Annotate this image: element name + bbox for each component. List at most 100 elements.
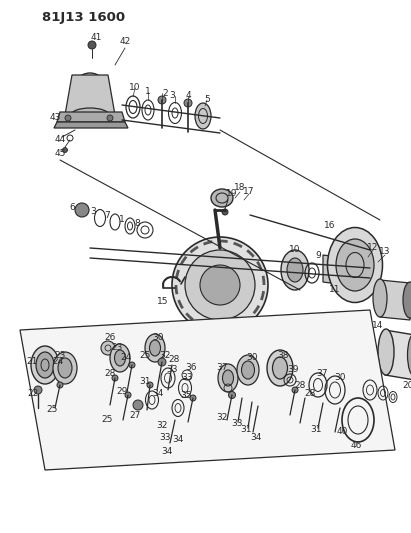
Text: 81J13 1600: 81J13 1600 — [42, 12, 125, 25]
Circle shape — [147, 382, 153, 388]
Text: 43: 43 — [49, 114, 61, 123]
Text: 33: 33 — [159, 433, 171, 442]
Ellipse shape — [407, 333, 411, 377]
Circle shape — [190, 395, 196, 401]
Text: 3: 3 — [169, 92, 175, 101]
Text: 28: 28 — [169, 356, 180, 365]
Polygon shape — [65, 75, 115, 115]
Circle shape — [101, 341, 115, 355]
Ellipse shape — [31, 346, 59, 384]
Polygon shape — [323, 255, 345, 285]
Circle shape — [292, 387, 298, 393]
Text: 19: 19 — [226, 189, 238, 198]
Ellipse shape — [336, 239, 374, 291]
Polygon shape — [54, 122, 128, 128]
Text: 30: 30 — [246, 353, 258, 362]
Ellipse shape — [272, 357, 288, 379]
Text: 23: 23 — [54, 351, 66, 359]
Text: 14: 14 — [372, 320, 384, 329]
Circle shape — [88, 41, 96, 49]
Ellipse shape — [58, 358, 72, 378]
Text: 40: 40 — [336, 427, 348, 437]
Text: 39: 39 — [287, 366, 299, 375]
Text: 10: 10 — [129, 84, 141, 93]
Text: 25: 25 — [46, 406, 58, 415]
Text: 32: 32 — [159, 351, 171, 359]
Text: 21: 21 — [26, 358, 38, 367]
Text: 7: 7 — [104, 211, 110, 220]
Circle shape — [107, 115, 113, 121]
Ellipse shape — [328, 228, 383, 303]
Text: 35: 35 — [180, 391, 192, 400]
Text: 28: 28 — [294, 381, 306, 390]
Text: 13: 13 — [379, 247, 391, 256]
Text: 17: 17 — [243, 187, 255, 196]
Text: 32: 32 — [156, 421, 168, 430]
Text: 11: 11 — [329, 286, 341, 295]
Text: 1: 1 — [145, 87, 151, 96]
Polygon shape — [380, 280, 410, 320]
Ellipse shape — [115, 350, 125, 366]
Ellipse shape — [211, 189, 233, 207]
Text: 8: 8 — [134, 220, 140, 229]
Ellipse shape — [53, 352, 77, 384]
Text: 30: 30 — [334, 374, 346, 383]
Ellipse shape — [82, 86, 98, 104]
Ellipse shape — [222, 370, 233, 386]
Text: 16: 16 — [324, 221, 336, 230]
Text: 34: 34 — [172, 435, 184, 445]
Text: 37: 37 — [316, 368, 328, 377]
Ellipse shape — [378, 329, 394, 375]
Circle shape — [185, 250, 255, 320]
Ellipse shape — [373, 279, 387, 317]
Text: 42: 42 — [119, 37, 131, 46]
Text: 36: 36 — [185, 364, 197, 373]
Text: 30: 30 — [152, 333, 164, 342]
Text: 41: 41 — [90, 34, 102, 43]
Text: 22: 22 — [28, 389, 39, 398]
Circle shape — [34, 386, 42, 394]
Text: 23: 23 — [111, 343, 123, 351]
Ellipse shape — [237, 355, 259, 385]
Text: 9: 9 — [315, 251, 321, 260]
Circle shape — [222, 209, 228, 215]
Circle shape — [65, 115, 71, 121]
Circle shape — [200, 265, 240, 305]
Ellipse shape — [71, 108, 109, 122]
Text: 24: 24 — [52, 358, 64, 367]
Polygon shape — [20, 310, 395, 470]
Text: 33: 33 — [231, 419, 243, 429]
Circle shape — [158, 96, 166, 104]
Text: 20: 20 — [402, 381, 411, 390]
Text: 26: 26 — [104, 334, 115, 343]
Text: 25: 25 — [102, 416, 113, 424]
Ellipse shape — [150, 340, 161, 356]
Circle shape — [370, 249, 374, 253]
Ellipse shape — [71, 73, 109, 117]
Text: 24: 24 — [120, 352, 132, 361]
Text: 34: 34 — [152, 389, 164, 398]
Circle shape — [112, 375, 118, 381]
Text: 6: 6 — [69, 203, 75, 212]
Text: 33: 33 — [181, 374, 193, 383]
Text: 10: 10 — [289, 246, 301, 254]
Text: 33: 33 — [166, 366, 178, 375]
Circle shape — [125, 392, 131, 398]
Text: 46: 46 — [350, 440, 362, 449]
Ellipse shape — [267, 350, 293, 386]
Text: 12: 12 — [367, 243, 379, 252]
Polygon shape — [385, 330, 411, 380]
Circle shape — [133, 400, 143, 410]
Text: 29: 29 — [116, 387, 128, 397]
Ellipse shape — [195, 103, 211, 129]
Ellipse shape — [145, 334, 165, 362]
Ellipse shape — [36, 352, 54, 378]
Circle shape — [62, 148, 67, 152]
Text: 28: 28 — [304, 389, 316, 398]
Text: 5: 5 — [204, 95, 210, 104]
Circle shape — [158, 358, 166, 366]
Ellipse shape — [287, 258, 303, 282]
Ellipse shape — [242, 361, 254, 379]
Text: 18: 18 — [234, 183, 246, 192]
Text: 15: 15 — [157, 297, 169, 306]
